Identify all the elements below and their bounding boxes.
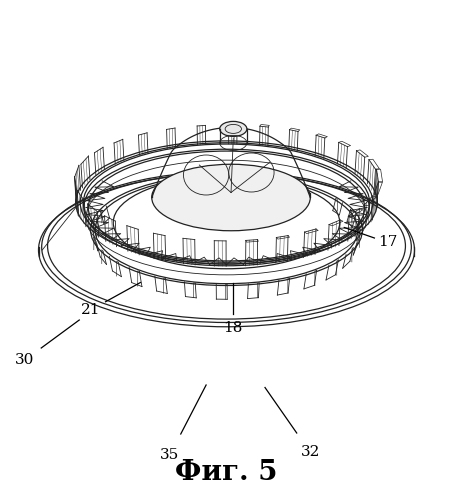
- Text: 32: 32: [301, 446, 320, 460]
- Text: 30: 30: [15, 353, 34, 367]
- Text: 17: 17: [378, 236, 397, 250]
- Text: 35: 35: [160, 448, 179, 462]
- Ellipse shape: [220, 122, 247, 136]
- Ellipse shape: [152, 164, 310, 230]
- Text: 21: 21: [81, 303, 101, 317]
- Text: Фиг. 5: Фиг. 5: [175, 459, 278, 486]
- Text: 18: 18: [224, 320, 243, 334]
